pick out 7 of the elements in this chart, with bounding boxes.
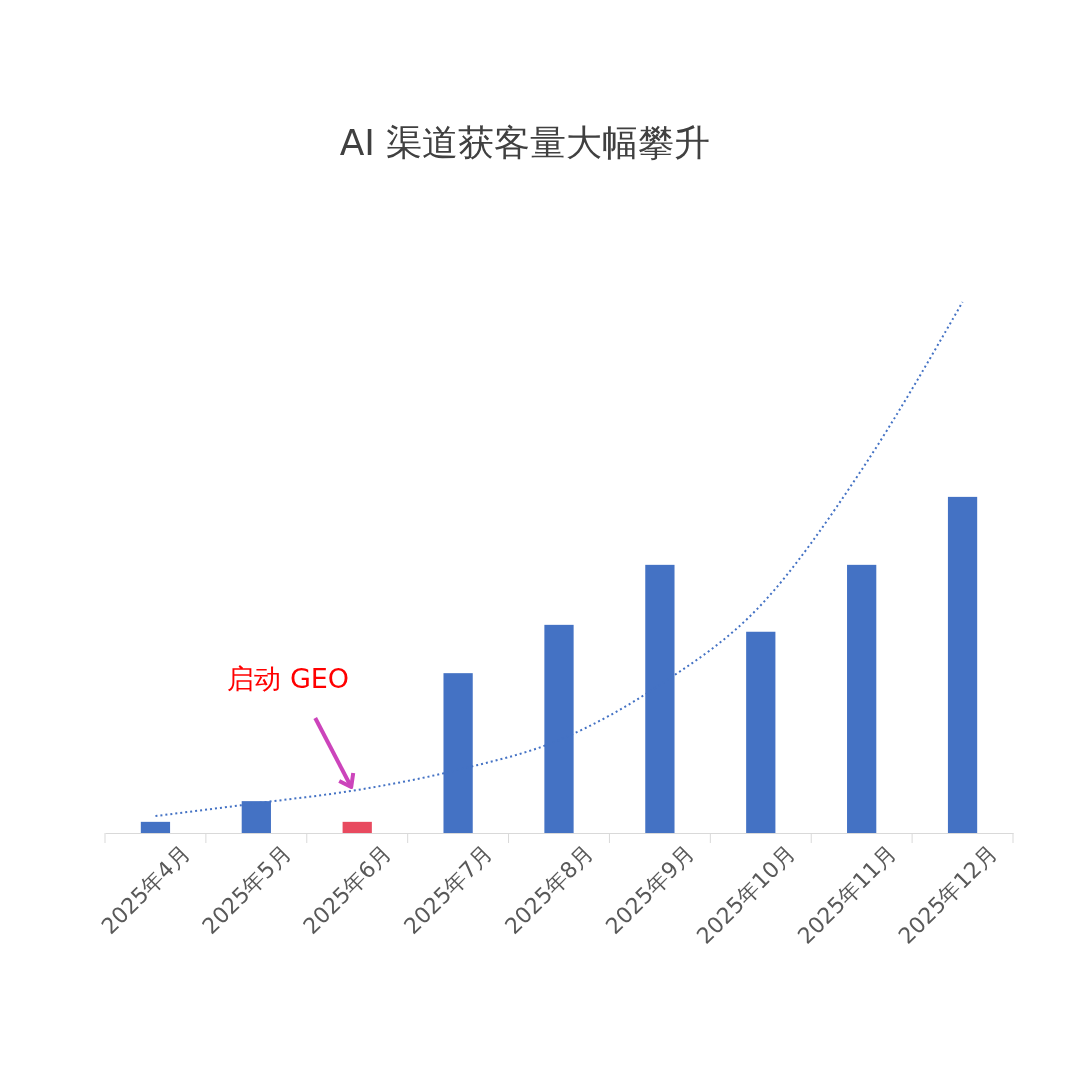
bar — [140, 821, 171, 833]
bar — [342, 821, 372, 833]
bar — [947, 496, 978, 833]
bar — [847, 564, 877, 833]
chart-title: AI 渠道获客量大幅攀升 — [339, 122, 711, 163]
annotation: 启动 GEO — [227, 662, 350, 694]
bar — [746, 631, 776, 833]
